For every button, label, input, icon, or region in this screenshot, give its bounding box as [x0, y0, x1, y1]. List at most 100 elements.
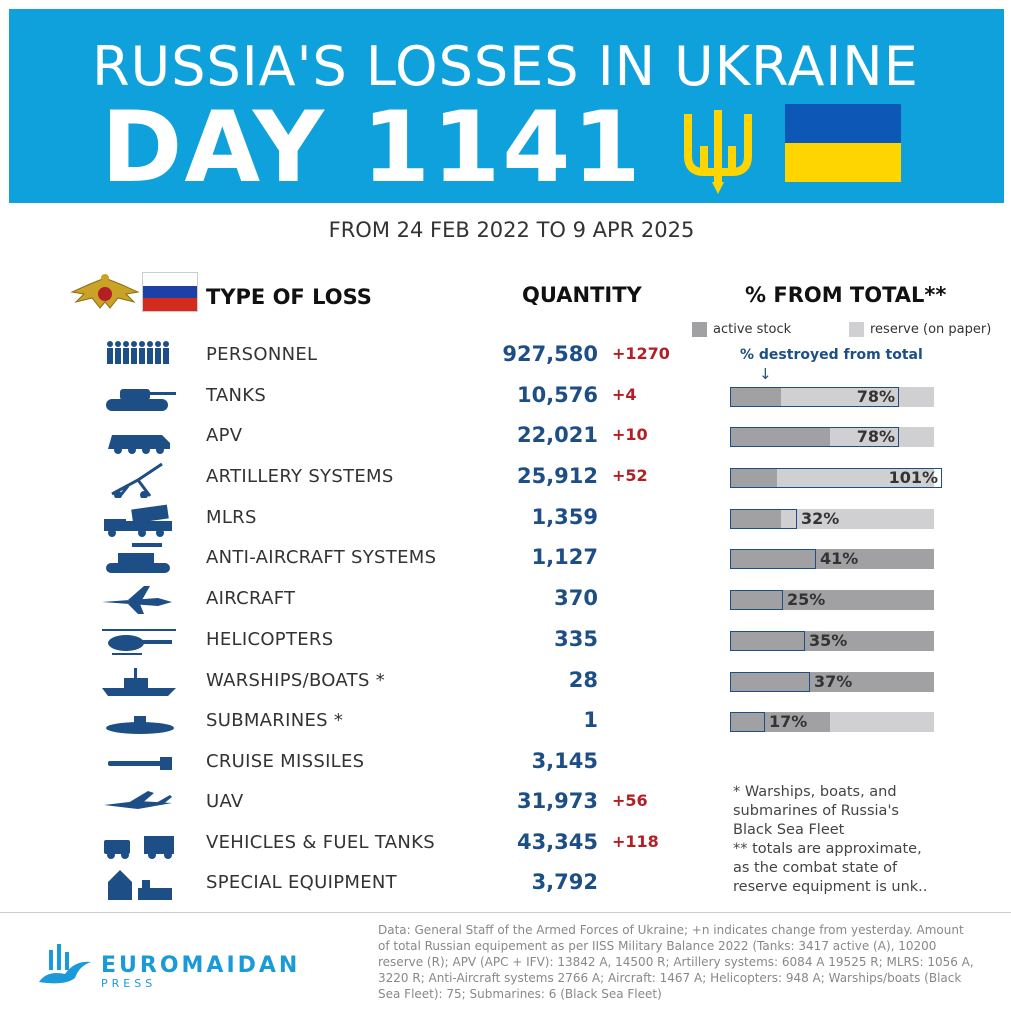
destroyed-outline [730, 590, 783, 610]
percent-bar: 25% [730, 590, 934, 610]
daily-change: +10 [612, 425, 648, 444]
active-stock-fill [730, 549, 934, 569]
column-header-percent: % FROM TOTAL** [745, 283, 947, 307]
daily-change: +56 [612, 791, 648, 810]
loss-quantity: 3,145 [531, 749, 598, 773]
special-equipment-icon [108, 870, 172, 900]
warship-icon [102, 668, 176, 696]
active-stock-fill [730, 712, 830, 732]
russia-flag [142, 272, 198, 312]
table-row: UAV 31,973 +56 [0, 783, 1011, 823]
active-stock-fill [730, 468, 777, 488]
table-row: SUBMARINES * 1 17% [0, 702, 1011, 742]
footer-divider [0, 912, 1011, 913]
destroyed-outline [730, 468, 942, 488]
percent-label: 25% [787, 590, 826, 609]
footnote-line: Black Sea Fleet [733, 822, 845, 838]
percent-bar: 32% [730, 509, 934, 529]
day-counter: DAY 1141 [101, 91, 643, 205]
loss-quantity: 22,021 [516, 423, 598, 447]
legend-active: active stock [713, 322, 792, 337]
loss-quantity: 1,127 [531, 545, 598, 569]
percent-bar: 78% [730, 427, 934, 447]
uav-icon [104, 791, 172, 809]
artillery-icon [111, 462, 163, 498]
percent-label: 35% [809, 631, 848, 650]
loss-type-label: VEHICLES & FUEL TANKS [206, 832, 435, 853]
table-row: VEHICLES & FUEL TANKS 43,345 +118 [0, 824, 1011, 864]
table-row: ANTI-AIRCRAFT SYSTEMS 1,127 41% [0, 539, 1011, 579]
loss-type-label: UAV [206, 791, 244, 812]
table-row: AIRCRAFT 370 25% [0, 580, 1011, 620]
percent-label: 78% [856, 387, 895, 406]
legend-destroyed: % destroyed from total [740, 347, 923, 363]
soldiers-icon [107, 341, 169, 364]
loss-type-label: SUBMARINES * [206, 710, 344, 731]
apv-icon [108, 435, 170, 454]
loss-quantity: 10,576 [516, 383, 598, 407]
loss-type-label: APV [206, 425, 243, 446]
loss-type-label: AIRCRAFT [206, 588, 296, 609]
table-row: SPECIAL EQUIPMENT 3,792 [0, 864, 1011, 904]
source-note: Data: General Staff of the Armed Forces … [378, 923, 974, 1001]
footnote-line: as the combat state of [733, 860, 898, 876]
loss-type-label: PERSONNEL [206, 344, 318, 365]
loss-quantity: 927,580 [502, 342, 598, 366]
loss-type-label: WARSHIPS/BOATS * [206, 670, 385, 691]
percent-label: 17% [769, 712, 808, 731]
daily-change: +52 [612, 466, 648, 485]
footnote-line: * Warships, boats, and [733, 784, 897, 800]
loss-quantity: 3,792 [531, 870, 598, 894]
percent-label: 37% [814, 672, 853, 691]
loss-quantity: 28 [568, 668, 598, 692]
logo-subtext: PRESS [101, 977, 157, 990]
submarine-icon [106, 716, 174, 734]
loss-type-label: ANTI-AIRCRAFT SYSTEMS [206, 547, 437, 568]
percent-label: 32% [801, 509, 840, 528]
destroyed-outline [730, 427, 899, 447]
percent-bar: 101% [730, 468, 942, 488]
table-row: WARSHIPS/BOATS * 28 37% [0, 662, 1011, 702]
percent-label: 78% [856, 427, 895, 446]
vehicles-icon [104, 836, 174, 859]
active-stock-fill [730, 427, 830, 447]
column-header-type: TYPE OF LOSS [206, 285, 372, 309]
arrow-down-icon: ↓ [759, 365, 772, 383]
destroyed-outline [730, 672, 810, 692]
table-row: APV 22,021 +10 78% [0, 417, 1011, 457]
percent-label: 41% [820, 549, 859, 568]
loss-type-label: MLRS [206, 507, 257, 528]
loss-type-label: SPECIAL EQUIPMENT [206, 872, 397, 893]
column-header-quantity: QUANTITY [522, 283, 642, 307]
percent-bar: 17% [730, 712, 934, 732]
active-stock-fill [730, 509, 781, 529]
legend-swatch-active [692, 322, 707, 337]
loss-type-label: CRUISE MISSILES [206, 751, 365, 772]
daily-change: +118 [612, 832, 659, 851]
daily-change: +4 [612, 385, 637, 404]
percent-bar: 37% [730, 672, 934, 692]
mlrs-icon [104, 504, 172, 537]
footnotes: * Warships, boats, and submarines of Rus… [733, 783, 927, 897]
page-title: RUSSIA'S LOSSES IN UKRAINE [92, 35, 919, 98]
destroyed-outline [730, 387, 899, 407]
active-stock-fill [730, 672, 934, 692]
loss-quantity: 1,359 [531, 505, 598, 529]
logo-text: EUROMAIDAN [101, 953, 301, 978]
footnote-line: ** totals are approximate, [733, 841, 922, 857]
helicopter-icon [102, 629, 176, 655]
cruise-missile-icon [108, 757, 172, 770]
destroyed-outline [730, 509, 797, 529]
loss-quantity: 25,912 [516, 464, 598, 488]
trident-icon [684, 110, 752, 194]
percent-bar: 78% [730, 387, 934, 407]
aircraft-icon [102, 586, 172, 614]
loss-type-label: HELICOPTERS [206, 629, 334, 650]
tank-icon [106, 389, 176, 411]
loss-quantity: 43,345 [516, 830, 598, 854]
destroyed-outline [730, 549, 816, 569]
date-range: FROM 24 FEB 2022 TO 9 APR 2025 [328, 218, 695, 242]
table-row: MLRS 1,359 32% [0, 499, 1011, 539]
loss-quantity: 1 [583, 708, 598, 732]
table-row: PERSONNEL 927,580 +1270 [0, 336, 1011, 376]
